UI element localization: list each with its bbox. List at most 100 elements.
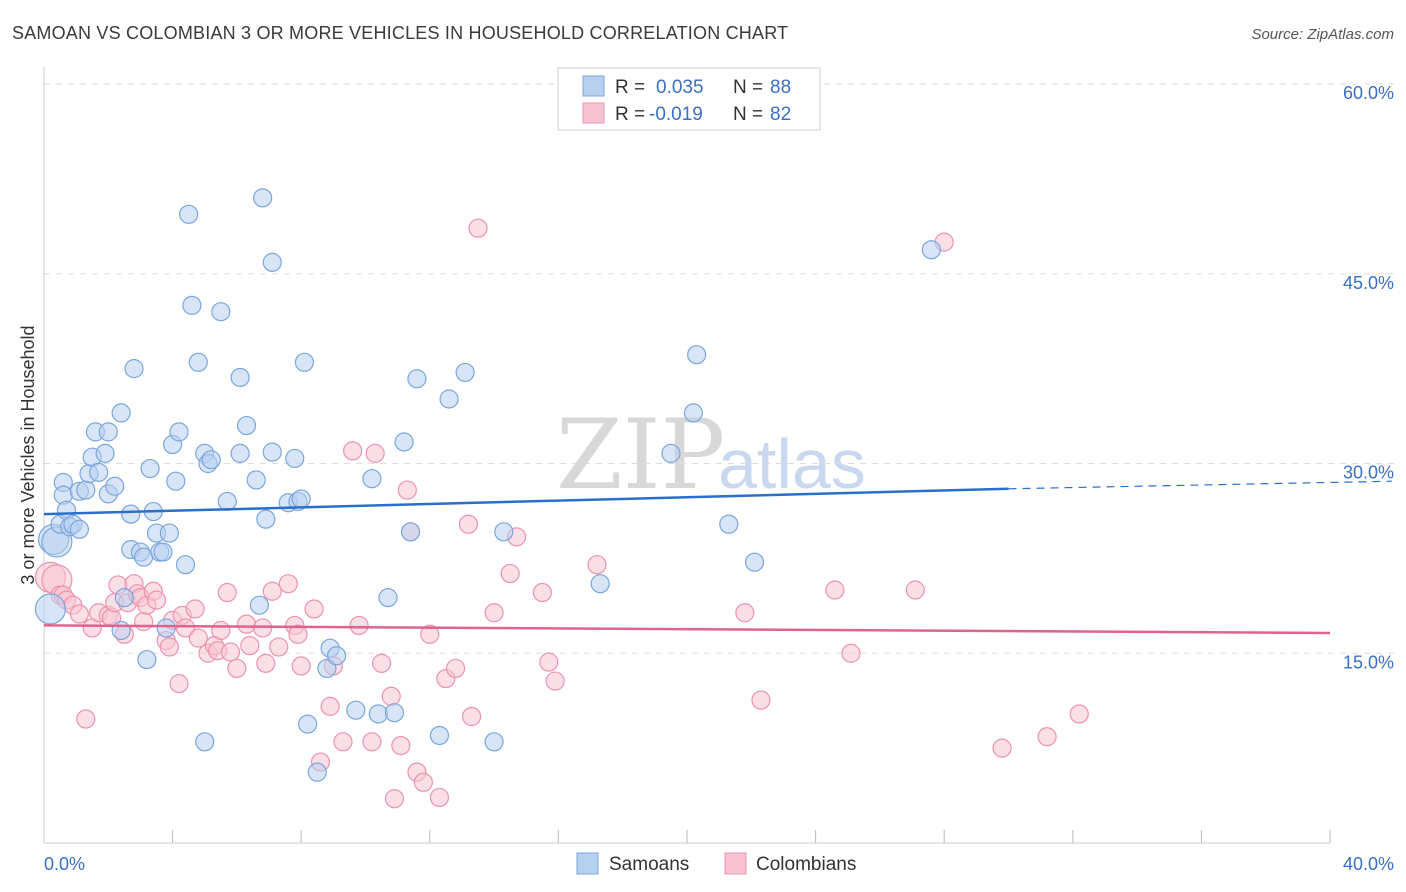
- samoan-point-37: [166, 471, 186, 491]
- colombian-point-42: [262, 581, 282, 601]
- samoan-point-21: [111, 403, 131, 423]
- samoan-point-56: [262, 252, 282, 272]
- samoan-point-62: [294, 352, 315, 372]
- colombian-point-68: [445, 658, 466, 679]
- x-tick-label-max: 40.0%: [1343, 854, 1394, 874]
- colombian-point-30: [188, 628, 208, 648]
- samoan-point-65: [317, 658, 337, 679]
- samoan-point-84: [687, 345, 707, 365]
- samoan-point-46: [201, 450, 221, 470]
- colombian-point-47: [291, 656, 311, 676]
- samoan-point-75: [407, 369, 427, 389]
- colombian-point-43: [269, 637, 289, 657]
- colombian-point-86: [1037, 727, 1057, 747]
- samoan-point-19: [105, 476, 125, 496]
- colombian-point-85: [992, 738, 1012, 758]
- y-tick-labels: 15.0% 30.0% 45.0% 60.0%: [1343, 83, 1394, 672]
- samoan-point-24: [121, 504, 141, 524]
- samoan-point-43: [195, 732, 215, 752]
- legend-n-label-colombians: N =: [733, 104, 763, 125]
- bottom-legend-swatch-samoans: [576, 852, 599, 875]
- samoan-point-55: [256, 509, 276, 529]
- legend-r-label-colombians: R =: [615, 104, 645, 125]
- y-tick-label-45: 45.0%: [1343, 273, 1394, 293]
- colombian-point-48: [304, 599, 324, 619]
- samoan-point-70: [368, 704, 388, 724]
- colombian-point-57: [371, 653, 392, 673]
- trend-line-colombians: [43, 624, 1331, 635]
- samoan-point-83: [683, 403, 704, 423]
- samoan-point-77: [439, 389, 459, 409]
- samoan-point-68: [346, 700, 366, 720]
- samoan-point-34: [156, 618, 176, 638]
- chart-title: SAMOAN VS COLOMBIAN 3 OR MORE VEHICLES I…: [12, 23, 788, 43]
- colombian-point-28: [175, 618, 196, 638]
- samoan-point-51: [236, 415, 257, 436]
- colombian-point-72: [484, 603, 504, 623]
- colombian-point-83: [905, 580, 925, 600]
- samoan-point-67: [326, 646, 347, 666]
- trend-line-samoans: [43, 487, 1009, 516]
- x-tick-label-min: 0.0%: [44, 854, 85, 874]
- grid-layer: [43, 83, 1394, 843]
- colombian-point-73: [500, 563, 520, 584]
- samoan-point-54: [253, 188, 273, 208]
- colombian-point-44: [278, 574, 298, 594]
- samoan-point-52: [246, 470, 266, 490]
- samoan-point-0: [34, 593, 67, 625]
- colombian-point-41: [256, 653, 276, 673]
- colombian-point-76: [539, 652, 559, 672]
- trend-lines: [43, 480, 1393, 635]
- colombian-point-77: [545, 671, 565, 691]
- colombian-point-80: [751, 690, 771, 710]
- samoan-point-73: [394, 432, 414, 452]
- samoan-point-29: [140, 458, 160, 479]
- colombian-point-37: [227, 658, 247, 679]
- legend-r-value-samoans: 0.035: [656, 77, 704, 98]
- colombian-point-53: [343, 441, 363, 461]
- colombian-point-26: [169, 674, 189, 694]
- colombian-point-29: [185, 599, 205, 619]
- samoan-point-57: [262, 442, 282, 462]
- samoan-point-85: [719, 514, 739, 534]
- colombian-point-66: [429, 787, 450, 808]
- samoan-point-69: [362, 469, 382, 489]
- colombian-point-61: [397, 480, 417, 500]
- samoan-point-39: [175, 555, 196, 575]
- colombian-point-7: [76, 709, 96, 729]
- samoan-point-74: [400, 522, 421, 542]
- colombian-point-70: [461, 706, 482, 727]
- legend-r-value-colombians: -0.019: [649, 104, 703, 125]
- trend-line-samoans-extension: [1008, 480, 1393, 490]
- samoan-point-41: [182, 295, 202, 315]
- series-samoans-points: [34, 188, 941, 782]
- samoan-point-64: [307, 762, 327, 782]
- samoan-point-61: [291, 489, 311, 509]
- colombian-point-36: [220, 642, 241, 662]
- samoan-point-49: [230, 443, 250, 463]
- colombian-point-59: [384, 789, 405, 809]
- samoan-point-50: [230, 367, 250, 388]
- bottom-legend-label-colombians: Colombians: [756, 854, 856, 875]
- samoan-point-25: [124, 359, 144, 379]
- axis-layer: [43, 67, 1330, 844]
- colombian-point-78: [587, 555, 607, 575]
- samoan-point-15: [89, 462, 109, 482]
- colombian-point-65: [420, 624, 440, 644]
- colombian-point-35: [217, 582, 237, 603]
- legend-swatch-samoans: [582, 75, 605, 97]
- colombian-point-60: [391, 735, 411, 756]
- samoan-point-86: [744, 552, 765, 572]
- colombian-point-58: [381, 686, 401, 706]
- samoan-point-27: [134, 547, 154, 567]
- legend-n-value-colombians: 82: [770, 104, 791, 125]
- samoan-point-40: [179, 204, 199, 224]
- legend-n-label-samoans: N =: [733, 77, 763, 98]
- y-tick-label-60: 60.0%: [1343, 83, 1394, 103]
- colombian-point-81: [825, 580, 845, 600]
- colombian-point-39: [240, 636, 260, 656]
- y-tick-label-15: 15.0%: [1343, 652, 1394, 672]
- samoan-point-22: [114, 587, 134, 608]
- samoan-point-33: [153, 542, 173, 562]
